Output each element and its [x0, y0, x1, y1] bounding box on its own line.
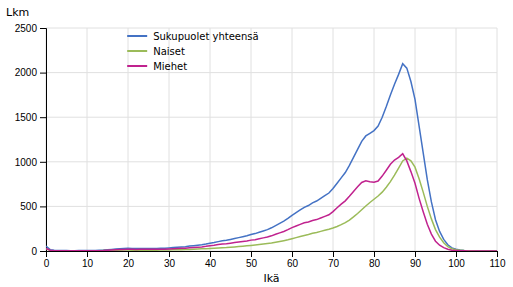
plot: 0 10 20 30 40 50 60 70 80 90 100 110 0 500 1000 1500 200… — [15, 23, 506, 269]
grid — [46, 28, 497, 251]
tick-label: 10 — [82, 258, 94, 269]
tick: 2500 — [15, 23, 46, 34]
legend-label: Miehet — [153, 61, 187, 72]
tick-label: 30 — [164, 258, 176, 269]
series-line — [46, 64, 497, 251]
tick: 1000 — [15, 157, 46, 168]
grid-line-x — [374, 28, 375, 251]
tick-label: 2500 — [15, 23, 38, 34]
tick-label: 70 — [328, 258, 340, 269]
tick: 2000 — [15, 67, 46, 78]
tick-label: 500 — [20, 201, 37, 212]
tick-label: 60 — [287, 258, 299, 269]
tick: 70 — [328, 251, 340, 269]
tick-mark — [40, 28, 46, 29]
legend-swatch — [127, 35, 147, 37]
tick: 0 — [44, 251, 50, 269]
tick-label: 40 — [205, 258, 217, 269]
tick-mark — [128, 251, 129, 257]
grid-line-y — [46, 161, 497, 162]
y-axis: 0 500 1000 1500 2000 2500 — [15, 23, 47, 257]
x-axis: 0 10 20 30 40 50 60 70 80 90 100 110 — [44, 251, 506, 269]
tick-mark — [333, 251, 334, 257]
chart: 0 10 20 30 40 50 60 70 80 90 100 110 0 500 1000 1500 200… — [0, 0, 513, 287]
grid-line-y — [46, 206, 497, 207]
grid-line-x — [333, 28, 334, 251]
tick-mark — [210, 251, 211, 257]
tick-label: 100 — [448, 258, 465, 269]
grid-line-y — [46, 117, 497, 118]
legend-label: Naiset — [153, 46, 185, 57]
grid-line-y — [46, 72, 497, 73]
tick: 30 — [164, 251, 176, 269]
tick-label: 20 — [123, 258, 135, 269]
grid-line-y — [46, 28, 497, 29]
tick-mark — [415, 251, 416, 257]
legend-item: Naiset — [127, 46, 185, 57]
axis-line — [47, 252, 498, 258]
tick-mark — [292, 251, 293, 257]
series-line — [46, 158, 497, 251]
grid-line-x — [292, 28, 293, 251]
tick-mark — [40, 73, 46, 74]
legend-item: Sukupuolet yhteensä — [127, 31, 259, 42]
tick-label: 0 — [44, 258, 50, 269]
tick-label: 0 — [31, 246, 37, 257]
tick: 40 — [205, 251, 217, 269]
legend: Sukupuolet yhteensä Naiset Miehet — [127, 31, 259, 72]
x-axis-label: Ikä — [263, 272, 279, 285]
legend-label: Sukupuolet yhteensä — [153, 31, 259, 42]
series-line — [46, 154, 497, 251]
grid-line-x — [415, 28, 416, 251]
tick: 50 — [246, 251, 258, 269]
tick-mark — [169, 251, 170, 257]
tick-mark — [251, 251, 252, 257]
axis-line — [40, 29, 47, 252]
tick-label: 2000 — [15, 67, 38, 78]
tick: 60 — [287, 251, 299, 269]
tick: 100 — [448, 251, 465, 269]
grid-line-x — [497, 28, 498, 251]
tick-mark — [40, 251, 46, 252]
tick-label: 90 — [410, 258, 422, 269]
tick: 0 — [31, 246, 46, 257]
tick: 90 — [410, 251, 422, 269]
grid-line-x — [456, 28, 457, 251]
tick-mark — [40, 206, 46, 207]
tick: 110 — [490, 251, 506, 269]
tick-label: 110 — [490, 258, 506, 269]
tick: 20 — [123, 251, 135, 269]
tick: 80 — [369, 251, 381, 269]
y-axis-label: Lkm — [6, 6, 29, 19]
grid-line-x — [251, 28, 252, 251]
tick: 10 — [82, 251, 94, 269]
tick-mark — [40, 117, 46, 118]
grid-line-x — [128, 28, 129, 251]
tick-label: 50 — [246, 258, 258, 269]
legend-swatch — [127, 65, 147, 67]
tick: 500 — [20, 201, 46, 212]
tick-mark — [456, 251, 457, 257]
grid-line-x — [87, 28, 88, 251]
tick-mark — [497, 251, 498, 257]
tick-label: 80 — [369, 258, 381, 269]
legend-swatch — [127, 50, 147, 52]
tick: 1500 — [15, 112, 46, 123]
lines — [46, 64, 497, 251]
tick-mark — [40, 162, 46, 163]
grid-line-x — [210, 28, 211, 251]
tick-mark — [87, 251, 88, 257]
legend-item: Miehet — [127, 61, 187, 72]
tick-label: 1500 — [15, 112, 38, 123]
tick-mark — [374, 251, 375, 257]
tick-label: 1000 — [15, 157, 38, 168]
